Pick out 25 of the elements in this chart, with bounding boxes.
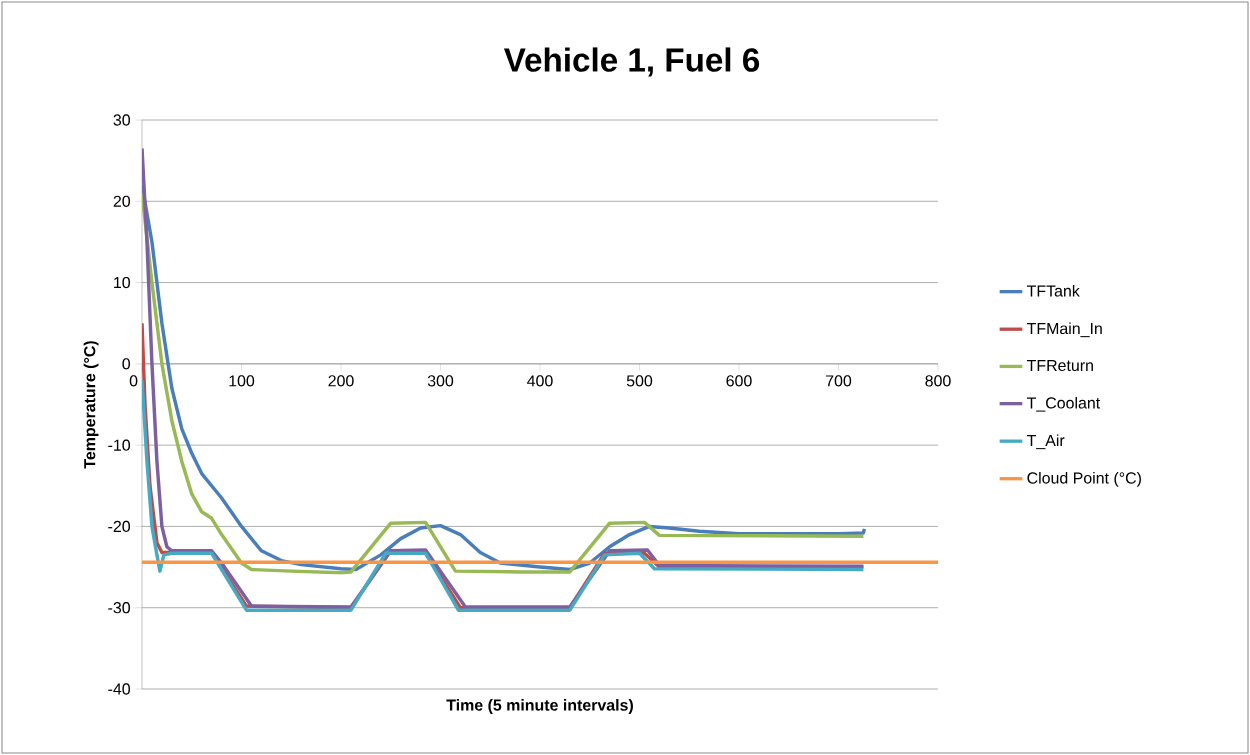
chart-title: Vehicle 1, Fuel 6 — [503, 47, 760, 77]
y-tick-label: 0 — [122, 358, 131, 370]
legend-label: T_Air — [1026, 434, 1065, 450]
x-tick-label: 700 — [826, 375, 852, 387]
legend-label: Cloud Point (°C) — [1027, 471, 1141, 487]
y-tick-label: 10 — [114, 276, 131, 289]
x-tick-label: 800 — [925, 375, 951, 387]
legend-label: T_Coolant — [1026, 396, 1101, 412]
y-axis-title: Temperature (°C) — [83, 341, 99, 469]
legend-label: TFTank — [1026, 284, 1080, 297]
legend-label: TFMain_In — [1026, 322, 1102, 338]
y-tick-label: -10 — [108, 439, 131, 451]
x-tick-label: 100 — [229, 375, 255, 387]
x-tick-label: 300 — [427, 375, 454, 387]
x-tick-label: 600 — [726, 375, 752, 387]
x-tick-label: 500 — [626, 375, 653, 387]
y-tick-label: -30 — [108, 602, 131, 614]
y-tick-label: -40 — [108, 683, 131, 695]
x-axis-title: Time (5 minute intervals) — [446, 699, 633, 714]
y-tick-label: 30 — [113, 114, 131, 126]
x-tick-label: 200 — [328, 375, 354, 387]
x-tick-label: 400 — [527, 375, 553, 387]
y-tick-label: -20 — [108, 520, 131, 533]
legend-label: TFReturn — [1026, 359, 1093, 372]
y-tick-label: 20 — [113, 195, 131, 207]
